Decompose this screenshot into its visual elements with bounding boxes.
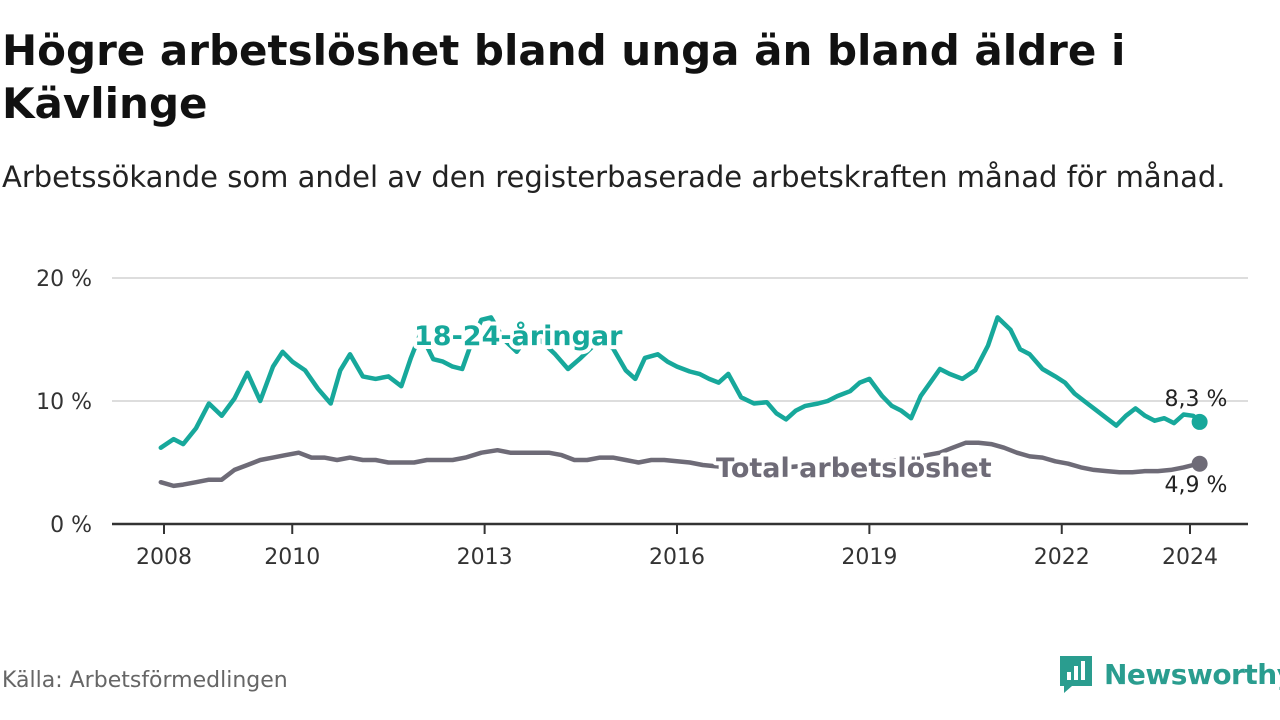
gridlines: [112, 277, 1248, 402]
brand-logo: Newsworthy: [1058, 654, 1280, 694]
x-tick-label: 2024: [1162, 545, 1218, 570]
end-point-total: [1191, 455, 1208, 472]
end-point-youth: [1191, 413, 1208, 430]
newsworthy-icon: [1060, 656, 1092, 693]
chart-labels: 0 % 10 % 20 % 2008 2010 2013 2016 2019 2022 2024 1…: [36, 267, 1227, 570]
end-label-youth: 8,3 %: [1165, 387, 1228, 412]
source-note: Källa: Arbetsförmedlingen: [2, 668, 288, 693]
chart-subtitle: Arbetssökande som andel av den registerb…: [2, 160, 1226, 194]
axes: [112, 522, 1248, 534]
y-tick-label: 10 %: [36, 390, 92, 415]
end-label-total: 4,9 %: [1165, 473, 1228, 498]
series-line-total: [158, 440, 1202, 489]
brand-name: Newsworthy: [1104, 657, 1280, 691]
x-tick-label: 2008: [136, 545, 192, 570]
series-label-youth: 18-24-åringar: [414, 320, 623, 352]
x-tick-label: 2019: [841, 545, 897, 570]
series-line-youth: [158, 315, 1202, 450]
series-label-total: Total arbetslöshet: [716, 453, 992, 484]
y-tick-label: 20 %: [36, 267, 92, 292]
x-tick-label: 2016: [649, 545, 705, 570]
series-label-youth-halo: 18-24-åringar: [414, 320, 623, 352]
x-tick-label: 2013: [457, 545, 513, 570]
x-tick-label: 2022: [1034, 545, 1090, 570]
series-label-total-halo: Total arbetslöshet: [716, 453, 992, 484]
series-lines: [158, 315, 1208, 489]
y-tick-label: 0 %: [50, 513, 92, 538]
chart-title: Högre arbetslöshet bland unga än bland ä…: [2, 26, 1126, 128]
x-tick-label: 2010: [264, 545, 320, 570]
